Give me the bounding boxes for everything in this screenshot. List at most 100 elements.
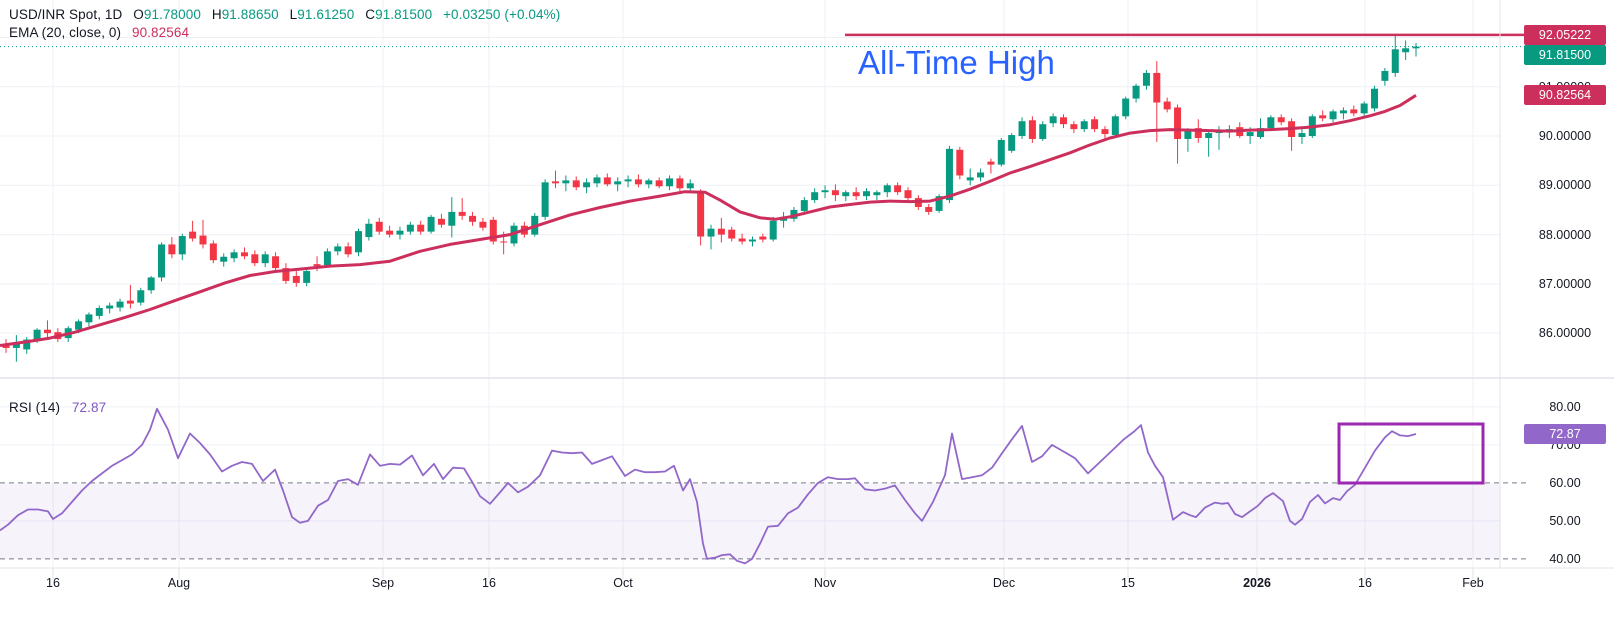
- candle[interactable]: [863, 188, 871, 201]
- candle[interactable]: [1142, 69, 1150, 90]
- candle[interactable]: [551, 170, 559, 189]
- candle[interactable]: [1329, 109, 1337, 123]
- candle[interactable]: [821, 185, 829, 199]
- candle[interactable]: [178, 233, 186, 261]
- candle[interactable]: [852, 187, 860, 201]
- candle[interactable]: [375, 217, 383, 235]
- all-time-high-annotation[interactable]: All-Time High: [858, 44, 1055, 81]
- candle[interactable]: [189, 220, 197, 242]
- candle[interactable]: [137, 287, 145, 306]
- candle[interactable]: [355, 228, 362, 257]
- candle[interactable]: [1039, 121, 1047, 141]
- candle[interactable]: [1350, 105, 1358, 117]
- candle[interactable]: [883, 183, 891, 198]
- candle[interactable]: [1205, 130, 1213, 157]
- candle[interactable]: [614, 177, 622, 192]
- candle[interactable]: [158, 242, 166, 282]
- candle[interactable]: [1339, 107, 1347, 120]
- candle[interactable]: [945, 145, 953, 204]
- candle[interactable]: [1402, 40, 1410, 61]
- candle[interactable]: [666, 175, 674, 191]
- candle[interactable]: [603, 173, 611, 187]
- candle[interactable]: [1184, 128, 1192, 152]
- candle[interactable]: [1298, 129, 1306, 144]
- candle[interactable]: [417, 220, 425, 235]
- candle[interactable]: [489, 216, 497, 245]
- candle[interactable]: [562, 175, 570, 192]
- candle[interactable]: [655, 177, 663, 189]
- candle[interactable]: [334, 243, 342, 256]
- candle[interactable]: [1080, 119, 1088, 133]
- candle[interactable]: [1049, 113, 1057, 128]
- candle[interactable]: [956, 146, 964, 180]
- symbol-legend[interactable]: USD/INR Spot, 1D O91.78000 H91.88650 L91…: [9, 7, 560, 22]
- candle[interactable]: [811, 188, 819, 204]
- candle[interactable]: [925, 204, 933, 215]
- candle[interactable]: [147, 275, 155, 294]
- candle[interactable]: [738, 233, 746, 245]
- ema-legend[interactable]: EMA (20, close, 0) 90.82564: [9, 25, 189, 40]
- candle[interactable]: [697, 189, 705, 246]
- candle[interactable]: [541, 179, 549, 220]
- candle[interactable]: [1412, 43, 1420, 57]
- candle[interactable]: [1028, 116, 1036, 143]
- candle[interactable]: [282, 263, 290, 284]
- candle[interactable]: [624, 175, 632, 188]
- candle[interactable]: [904, 187, 912, 202]
- candle[interactable]: [43, 320, 51, 338]
- candle[interactable]: [873, 190, 881, 201]
- candle[interactable]: [116, 298, 124, 312]
- candle[interactable]: [1070, 121, 1078, 134]
- candle[interactable]: [365, 218, 373, 241]
- symbol-title[interactable]: USD/INR Spot, 1D: [9, 7, 123, 22]
- candle[interactable]: [583, 178, 591, 194]
- candle[interactable]: [272, 252, 280, 272]
- candle[interactable]: [780, 211, 788, 228]
- candle[interactable]: [126, 284, 134, 309]
- candle[interactable]: [427, 214, 435, 234]
- candle[interactable]: [676, 175, 684, 192]
- candle[interactable]: [240, 247, 248, 260]
- candle[interactable]: [437, 213, 445, 228]
- candle[interactable]: [1060, 114, 1067, 129]
- rsi-line[interactable]: [0, 407, 1417, 565]
- rectangle-drawing[interactable]: [1337, 422, 1485, 485]
- candle[interactable]: [1008, 133, 1016, 153]
- candle[interactable]: [1132, 83, 1140, 103]
- candle[interactable]: [1288, 118, 1296, 151]
- candle[interactable]: [572, 176, 580, 191]
- candle[interactable]: [251, 250, 259, 267]
- candle[interactable]: [1018, 117, 1026, 139]
- ema-line[interactable]: [0, 94, 1417, 347]
- candle[interactable]: [23, 337, 31, 354]
- candle[interactable]: [759, 233, 767, 243]
- candle[interactable]: [1391, 34, 1399, 77]
- candle[interactable]: [634, 174, 642, 188]
- candle[interactable]: [95, 305, 103, 320]
- candle[interactable]: [1360, 101, 1368, 117]
- candle[interactable]: [106, 302, 114, 314]
- candle[interactable]: [386, 225, 394, 238]
- candle[interactable]: [1163, 97, 1171, 113]
- candle[interactable]: [1319, 110, 1327, 122]
- candle[interactable]: [831, 184, 839, 202]
- candle[interactable]: [448, 197, 456, 238]
- rsi-legend[interactable]: RSI (14) 72.87: [9, 400, 106, 415]
- candle[interactable]: [230, 249, 238, 263]
- candle[interactable]: [12, 335, 20, 362]
- candle[interactable]: [1174, 104, 1182, 164]
- candle[interactable]: [199, 219, 207, 249]
- candle[interactable]: [406, 221, 414, 235]
- candle[interactable]: [458, 198, 466, 220]
- candle[interactable]: [707, 224, 715, 250]
- candle[interactable]: [1153, 61, 1161, 142]
- candle[interactable]: [645, 178, 653, 189]
- candle[interactable]: [1277, 114, 1285, 126]
- candle[interactable]: [977, 168, 985, 182]
- candle[interactable]: [717, 217, 725, 243]
- candle[interactable]: [997, 137, 1005, 167]
- candle[interactable]: [593, 174, 601, 188]
- candle[interactable]: [1091, 116, 1099, 133]
- candle[interactable]: [1122, 96, 1130, 120]
